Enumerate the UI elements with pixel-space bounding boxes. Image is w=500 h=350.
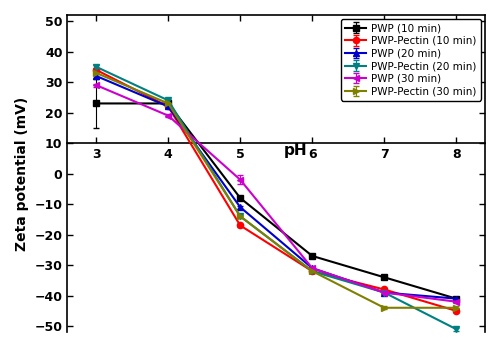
- Legend: PWP (10 min), PWP-Pectin (10 min), PWP (20 min), PWP-Pectin (20 min), PWP (30 mi: PWP (10 min), PWP-Pectin (10 min), PWP (…: [341, 19, 481, 100]
- Text: pH: pH: [284, 143, 307, 158]
- Y-axis label: Zeta potential (mV): Zeta potential (mV): [15, 97, 29, 251]
